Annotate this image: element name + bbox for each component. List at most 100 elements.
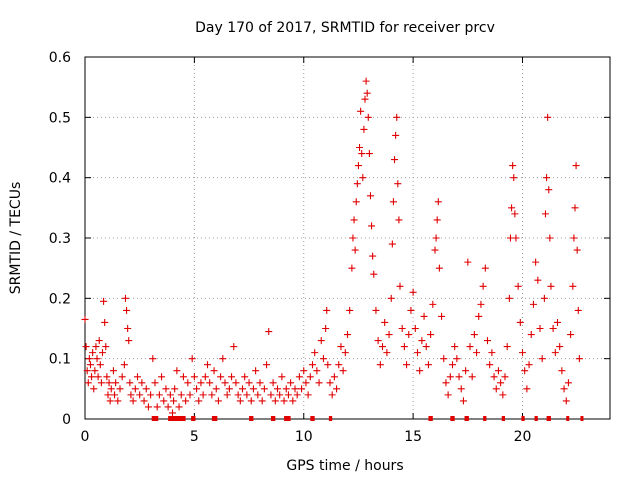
data-point <box>422 343 430 351</box>
data-point <box>540 294 548 302</box>
zero-value-marker <box>483 416 487 421</box>
data-point <box>369 252 377 260</box>
data-point <box>556 343 564 351</box>
data-point <box>449 361 456 369</box>
data-point <box>319 355 327 363</box>
data-point <box>90 385 98 393</box>
data-point <box>276 391 284 399</box>
zero-value-marker <box>580 416 584 421</box>
data-point <box>544 113 552 121</box>
y-tick-label: 0.6 <box>49 50 71 66</box>
data-point <box>361 95 369 103</box>
data-point <box>411 325 419 332</box>
data-point <box>89 349 97 357</box>
data-point <box>158 373 166 381</box>
data-point <box>265 328 273 336</box>
data-point <box>459 397 467 405</box>
data-point <box>574 306 582 314</box>
data-point <box>414 349 421 357</box>
data-point <box>440 355 448 363</box>
data-point <box>102 343 110 351</box>
data-point <box>173 367 181 375</box>
data-point <box>166 391 174 399</box>
data-point <box>104 391 112 399</box>
data-point <box>444 391 452 399</box>
data-point <box>258 397 266 405</box>
data-point <box>352 198 360 206</box>
data-point <box>442 379 450 387</box>
zero-value-marker <box>270 416 276 421</box>
data-point <box>106 397 114 405</box>
data-point <box>326 379 334 387</box>
data-point <box>85 355 93 363</box>
data-point <box>82 343 90 351</box>
data-point <box>120 361 128 369</box>
data-point <box>505 294 513 302</box>
data-point <box>100 297 108 305</box>
data-point <box>365 150 373 158</box>
data-point <box>280 397 288 405</box>
data-point <box>405 331 413 339</box>
data-point <box>95 337 103 345</box>
data-point <box>206 379 214 387</box>
data-point <box>479 282 487 290</box>
data-point <box>541 210 549 218</box>
data-point <box>243 391 251 399</box>
data-point <box>84 379 92 387</box>
data-point <box>126 379 134 387</box>
data-point <box>379 343 386 351</box>
data-point <box>573 246 581 254</box>
data-point <box>511 210 519 218</box>
data-point <box>403 361 411 369</box>
data-point <box>543 174 551 182</box>
data-point <box>391 156 399 164</box>
data-point <box>170 397 178 405</box>
data-point <box>221 379 229 387</box>
data-point <box>562 397 570 405</box>
data-point <box>293 391 301 399</box>
data-point <box>570 234 578 242</box>
data-point <box>151 379 159 387</box>
data-point <box>529 300 537 308</box>
data-point <box>335 361 343 369</box>
data-point <box>123 306 131 314</box>
data-point <box>468 373 476 381</box>
data-point <box>234 391 242 399</box>
data-point <box>499 391 507 399</box>
data-point <box>197 379 205 387</box>
data-point <box>138 379 146 387</box>
data-point <box>147 391 155 399</box>
data-point <box>153 403 161 411</box>
data-point <box>247 397 255 405</box>
data-point <box>136 391 144 399</box>
data-point <box>289 397 297 405</box>
data-point <box>475 312 483 320</box>
data-point <box>420 312 428 320</box>
data-point <box>284 391 292 399</box>
zero-value-marker <box>168 416 186 421</box>
data-point <box>204 361 211 369</box>
data-point <box>249 385 257 393</box>
data-point <box>256 379 264 387</box>
data-point <box>434 198 442 206</box>
data-point <box>432 234 440 242</box>
data-point <box>86 361 94 369</box>
data-point <box>241 373 249 381</box>
data-point <box>348 264 356 272</box>
zero-value-marker <box>546 416 551 421</box>
data-point <box>121 294 129 302</box>
data-point <box>387 294 395 302</box>
data-point <box>350 216 358 224</box>
data-point <box>484 337 491 345</box>
data-point <box>131 385 139 393</box>
data-point <box>271 397 279 405</box>
data-point <box>118 373 126 381</box>
data-point <box>317 337 325 345</box>
data-point <box>525 361 533 369</box>
data-point <box>351 246 359 254</box>
data-point <box>372 306 380 314</box>
data-point <box>201 373 209 381</box>
data-point <box>142 385 150 393</box>
data-point <box>199 391 207 399</box>
data-point <box>337 343 345 351</box>
